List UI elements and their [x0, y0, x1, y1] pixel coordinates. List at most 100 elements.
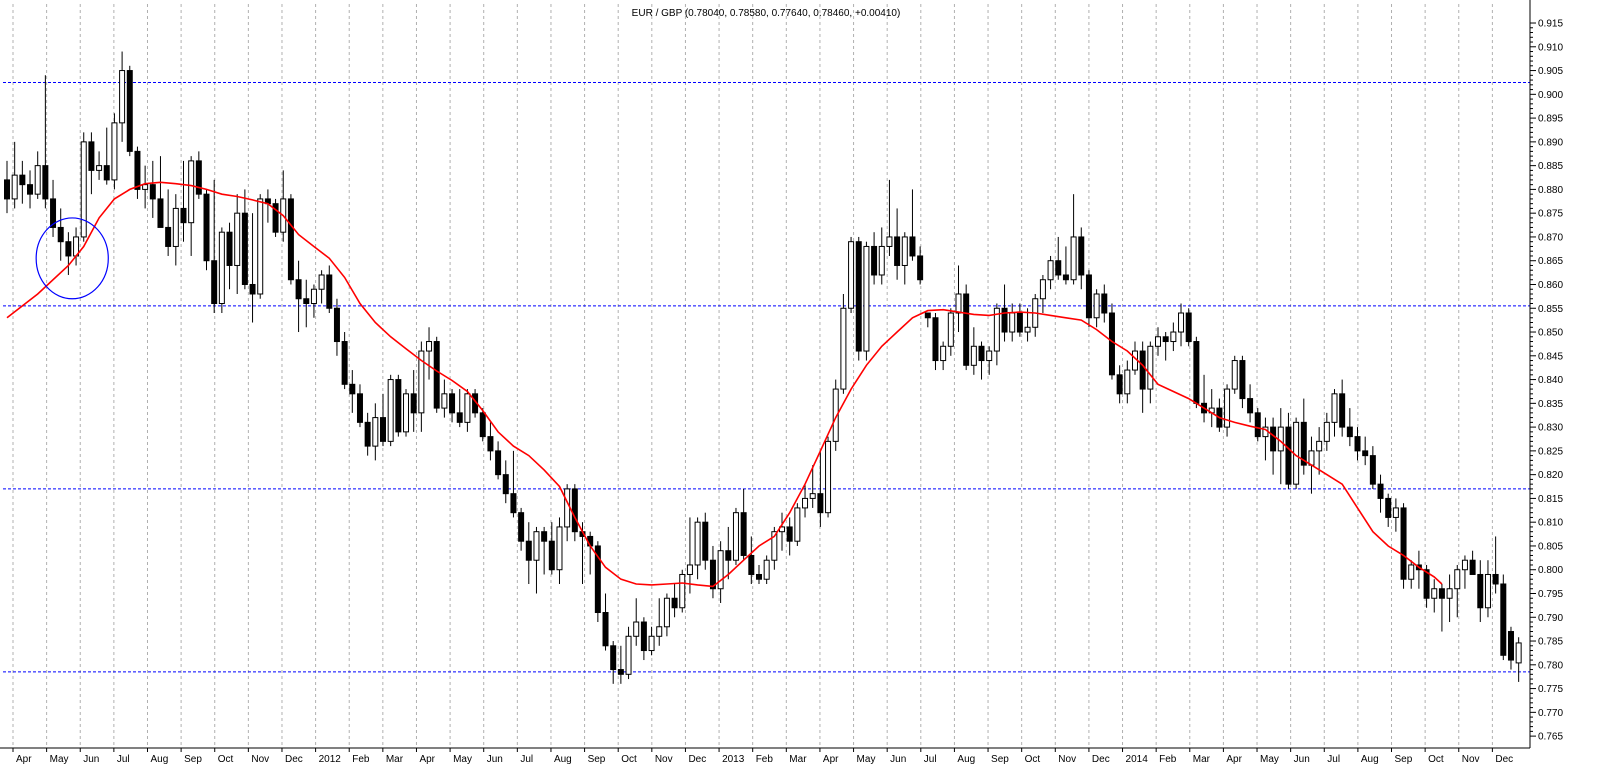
x-tick-label: 2012 — [319, 754, 342, 765]
candle-down — [525, 540, 532, 561]
candle-down — [195, 160, 202, 195]
candle-down — [395, 379, 402, 433]
candle-up — [1316, 440, 1323, 452]
y-tick-label: 0.775 — [1538, 684, 1563, 695]
candle-down — [149, 184, 156, 200]
candle-up — [1308, 450, 1315, 466]
x-tick-label: 2014 — [1126, 754, 1149, 765]
axes — [0, 0, 1531, 749]
candle-down — [786, 526, 793, 542]
candle-down — [571, 488, 578, 533]
candle-down — [1354, 436, 1361, 452]
candle-down — [1492, 573, 1499, 585]
candle-up — [832, 388, 839, 442]
candle-down — [287, 198, 294, 281]
candle-down — [88, 141, 95, 171]
candle-up — [172, 207, 179, 247]
candle-down — [510, 493, 517, 514]
candle-up — [564, 488, 571, 528]
candle-down — [602, 612, 609, 647]
x-tick-label: Feb — [756, 754, 774, 765]
candle-down — [1346, 426, 1353, 438]
candle-down — [180, 207, 187, 224]
candle-down — [1116, 374, 1123, 395]
candle-up — [648, 635, 655, 652]
candle-down — [894, 236, 901, 266]
candle-up — [318, 274, 325, 290]
candle-up — [1392, 507, 1399, 518]
candle-down — [433, 341, 440, 409]
x-tick-label: Sep — [991, 754, 1009, 765]
x-tick-label: Nov — [1058, 754, 1076, 765]
x-tick-label: May — [453, 754, 472, 765]
x-tick-label: Aug — [150, 754, 168, 765]
candle-down — [871, 245, 878, 276]
y-tick-label: 0.835 — [1538, 399, 1563, 410]
candle-down — [50, 198, 57, 228]
candle-up — [556, 526, 563, 571]
candle-up — [1431, 588, 1438, 599]
candle-down — [502, 474, 509, 495]
y-tick-label: 0.765 — [1538, 732, 1563, 743]
x-tick-label: Jun — [1294, 754, 1310, 765]
x-tick-label: Mar — [386, 754, 404, 765]
candle-down — [963, 293, 970, 366]
candle-down — [617, 669, 624, 675]
y-tick-label: 0.825 — [1538, 446, 1563, 457]
x-tick-label: Nov — [655, 754, 673, 765]
candle-down — [1438, 588, 1445, 599]
y-tick-label: 0.790 — [1538, 613, 1563, 624]
x-tick-label: Jul — [1327, 754, 1340, 765]
candle-down — [42, 165, 49, 200]
x-tick-label: Oct — [621, 754, 637, 765]
candle-down — [1254, 412, 1261, 438]
candle-down — [1062, 274, 1069, 281]
candle-up — [1093, 293, 1100, 319]
candle-down — [241, 212, 248, 285]
y-tick-label: 0.865 — [1538, 256, 1563, 267]
candle-down — [1247, 398, 1254, 414]
candle-down — [19, 174, 26, 186]
candle-up — [119, 70, 126, 124]
candle-up — [970, 345, 977, 366]
candle-down — [333, 307, 340, 343]
candle-up — [1484, 573, 1491, 609]
candle-down — [487, 436, 494, 452]
candle-down — [103, 165, 110, 181]
candle-down — [203, 193, 210, 262]
candle-up — [794, 507, 801, 542]
x-tick-label: Dec — [1495, 754, 1513, 765]
candle-up — [901, 236, 908, 266]
candle-down — [1423, 569, 1430, 599]
x-tick-label: May — [50, 754, 69, 765]
x-tick-label: Sep — [184, 754, 202, 765]
candle-up — [848, 241, 855, 309]
candle-up — [1454, 569, 1461, 590]
x-tick-label: Feb — [352, 754, 370, 765]
x-tick-label: Mar — [789, 754, 807, 765]
candle-up — [218, 231, 225, 305]
candle-down — [855, 241, 862, 352]
candle-down — [326, 274, 333, 309]
candle-down — [1078, 236, 1085, 276]
candle-down — [932, 317, 939, 362]
candle-up — [940, 345, 947, 362]
candle-down — [709, 559, 716, 590]
candle-up — [986, 350, 993, 362]
candle-up — [1124, 369, 1131, 395]
candle-down — [541, 531, 548, 542]
candle-down — [295, 279, 302, 300]
candle-down — [978, 345, 985, 362]
x-tick-label: Sep — [1395, 754, 1413, 765]
candle-up — [1231, 360, 1238, 390]
y-tick-label: 0.830 — [1538, 423, 1563, 434]
x-tick-label: Dec — [1092, 754, 1110, 765]
y-tick-label: 0.855 — [1538, 304, 1563, 315]
candle-down — [456, 412, 463, 423]
candle-down — [4, 179, 10, 200]
chart-title: EUR / GBP (0.78040, 0.78580, 0.77640, 0.… — [632, 8, 901, 19]
x-tick-label: Nov — [1462, 754, 1480, 765]
y-tick-label: 0.900 — [1538, 90, 1563, 101]
candle-up — [947, 312, 954, 347]
y-tick-label: 0.910 — [1538, 42, 1563, 53]
